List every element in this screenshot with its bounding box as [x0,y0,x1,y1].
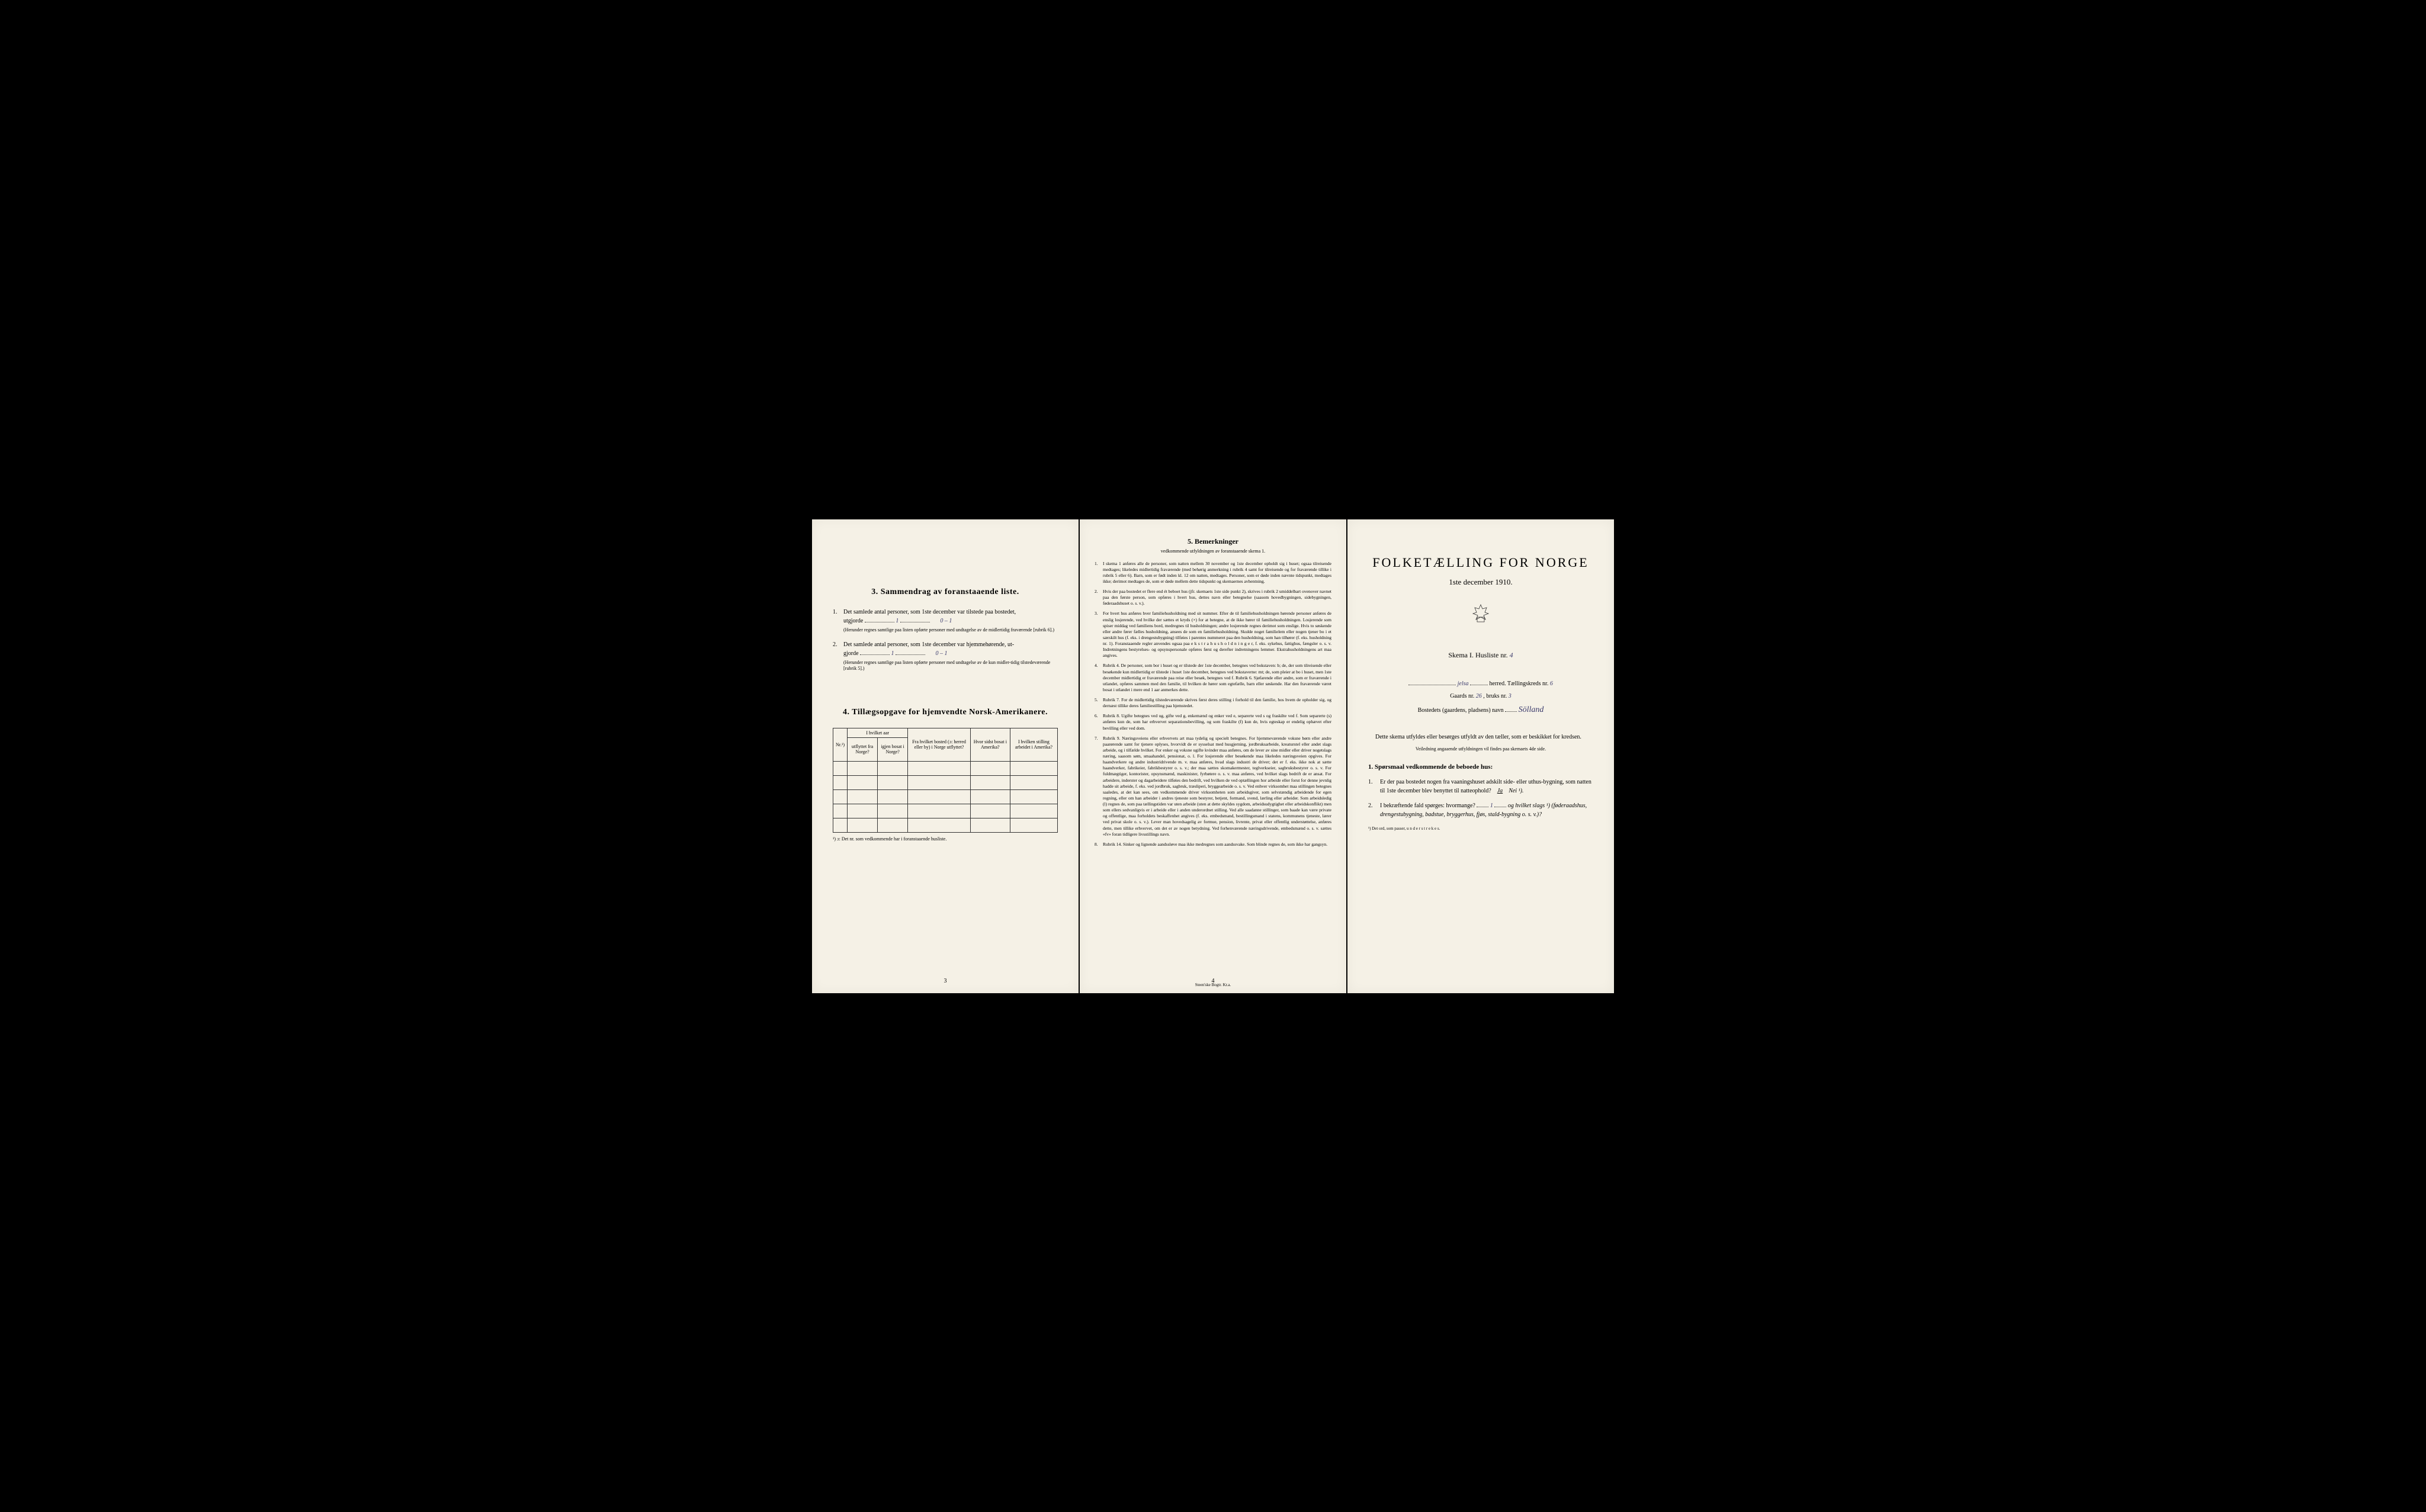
q1-ja: Ja [1497,788,1503,794]
item1-label: utgjorde [843,618,863,624]
bruks-label: , bruks nr. [1483,693,1507,699]
bosted-value: Sölland [1519,705,1544,714]
gaards-nr: 26 [1476,693,1482,699]
th-col3: Fra hvilket bosted (ɔ: herred eller by) … [908,728,971,761]
husliste-nr: 4 [1510,651,1513,659]
remarks-title: 5. Bemerkninger [1095,537,1331,546]
table-row [833,818,1058,832]
remarks-text: Rubrik 8. Ugifte betegnes ved ug, gifte … [1103,713,1331,731]
remarks-text: Rubrik 7. For de midlertidig tilstedevær… [1103,697,1331,709]
item2-extra: 0 – 1 [936,650,948,657]
item1-num: 1. [833,608,843,633]
page-3: 3. Sammendrag av foranstaaende liste. 1.… [812,519,1079,993]
item2-label: gjorde [843,650,859,657]
section-4-title: 4. Tillægsopgave for hjemvendte Norsk-Am… [833,708,1058,717]
item1-value: 1 [896,618,898,624]
date-line: 1ste december 1910. [1368,577,1593,587]
page-4: 5. Bemerkninger vedkommende utfyldningen… [1080,519,1346,993]
table-row [833,804,1058,818]
bruks-nr: 3 [1509,693,1512,699]
remarks-item: 6.Rubrik 8. Ugifte betegnes ved ug, gift… [1095,713,1331,731]
remarks-text: Rubrik 4. De personer, som bor i huset o… [1103,663,1331,693]
section-3-title: 3. Sammendrag av foranstaaende liste. [833,588,1058,597]
item2-text: Det samlede antal personer, som 1ste dec… [843,641,1014,648]
herred-value: jelsa [1458,680,1469,687]
remarks-text: I skema 1 anføres alle de personer, som … [1103,561,1331,585]
footnote: ¹) Det ord, som passer, u n d e r s t r … [1368,826,1593,831]
remarks-item: 7.Rubrik 9. Næringsveiens eller erhverve… [1095,736,1331,837]
skema-line: Skema I. Husliste nr. 4 [1368,651,1593,660]
kreds-nr: 6 [1550,680,1553,687]
item1-text: Det samlede antal personer, som 1ste dec… [843,609,1016,615]
q2-text-a: I bekræftende fald spørges: hvormange? [1380,802,1475,809]
herred-line: jelsa herred. Tællingskreds nr. 6 [1368,680,1593,687]
table-row [833,789,1058,804]
th-group1: I hvilket aar [848,728,908,737]
q1-num: 1. [1368,778,1380,795]
th-col1: utflyttet fra Norge? [848,737,878,761]
page-3-number: 3 [812,978,1079,984]
remarks-num: 6. [1095,713,1103,731]
remarks-num: 1. [1095,561,1103,585]
summary-item-2: 2. Det samlede antal personer, som 1ste … [833,640,1058,672]
remarks-num: 7. [1095,736,1103,837]
footer-print: Steen'ske Bogtr. Kr.a. [1080,983,1346,987]
gaards-line: Gaards nr. 26 , bruks nr. 3 [1368,693,1593,699]
remarks-num: 3. [1095,611,1103,659]
emigrant-table: Nr.¹) I hvilket aar Fra hvilket bosted (… [833,728,1058,833]
crown-emblem [1368,602,1593,630]
remarks-num: 2. [1095,589,1103,606]
instruction-text: Dette skema utfyldes eller besørges utfy… [1368,733,1593,741]
item2-value: 1 [891,650,894,657]
item1-note: (Herunder regnes samtlige paa listen opf… [843,627,1058,633]
q1-nei: Nei ¹). [1509,788,1523,794]
remarks-num: 8. [1095,842,1103,848]
bosted-line: Bostedets (gaardens, pladsens) navn Söll… [1368,705,1593,715]
remarks-subtitle: vedkommende utfyldningen av foranstaaend… [1095,548,1331,554]
q2-value: 1 [1490,802,1493,809]
herred-label: herred. Tællingskreds nr. [1490,680,1549,687]
summary-item-1: 1. Det samlede antal personer, som 1ste … [833,608,1058,633]
gaards-label: Gaards nr. [1450,693,1474,699]
table-row [833,761,1058,775]
remarks-num: 5. [1095,697,1103,709]
q2-num: 2. [1368,801,1380,819]
remarks-text: For hvert hus anføres hver familiehushol… [1103,611,1331,659]
item1-extra: 0 – 1 [940,618,952,624]
skema-label: Skema I. Husliste nr. [1448,651,1507,659]
table-footnote: ¹) ɔ: Det nr. som vedkommende har i fora… [833,836,1058,842]
bosted-label: Bostedets (gaardens, pladsens) navn [1418,707,1504,714]
th-col5: I hvilken stilling arbeidet i Amerika? [1010,728,1057,761]
q1-text: Er der paa bostedet nogen fra vaaningshu… [1380,779,1591,794]
remarks-item: 5.Rubrik 7. For de midlertidig tilstedev… [1095,697,1331,709]
th-col4: Hvor sidst bosat i Amerika? [970,728,1010,761]
item2-num: 2. [833,640,843,672]
page-1: FOLKETÆLLING FOR NORGE 1ste december 191… [1347,519,1614,993]
item2-note: (Herunder regnes samtlige paa listen opf… [843,660,1058,672]
remarks-text: Hvis der paa bostedet er flere end ét be… [1103,589,1331,606]
th-nr: Nr.¹) [833,728,848,761]
remarks-item: 3.For hvert hus anføres hver familiehush… [1095,611,1331,659]
remarks-list: 1.I skema 1 anføres alle de personer, so… [1095,561,1331,848]
remarks-text: Rubrik 9. Næringsveiens eller erhvervets… [1103,736,1331,837]
remarks-item: 1.I skema 1 anføres alle de personer, so… [1095,561,1331,585]
remarks-text: Rubrik 14. Sinker og lignende aandssløve… [1103,842,1331,848]
remarks-num: 4. [1095,663,1103,693]
question-2: 2. I bekræftende fald spørges: hvormange… [1368,801,1593,819]
question-title: 1. Spørsmaal vedkommende de beboede hus: [1368,763,1593,771]
instruction-small: Veiledning angaaende utfyldningen vil fi… [1368,746,1593,752]
table-row [833,775,1058,789]
remarks-item: 8.Rubrik 14. Sinker og lignende aandsslø… [1095,842,1331,848]
question-1: 1. Er der paa bostedet nogen fra vaaning… [1368,778,1593,795]
main-title: FOLKETÆLLING FOR NORGE [1368,555,1593,570]
document-container: 3. Sammendrag av foranstaaende liste. 1.… [812,519,1614,993]
remarks-item: 2.Hvis der paa bostedet er flere end ét … [1095,589,1331,606]
remarks-item: 4.Rubrik 4. De personer, som bor i huset… [1095,663,1331,693]
th-col2: igjen bosat i Norge? [878,737,908,761]
